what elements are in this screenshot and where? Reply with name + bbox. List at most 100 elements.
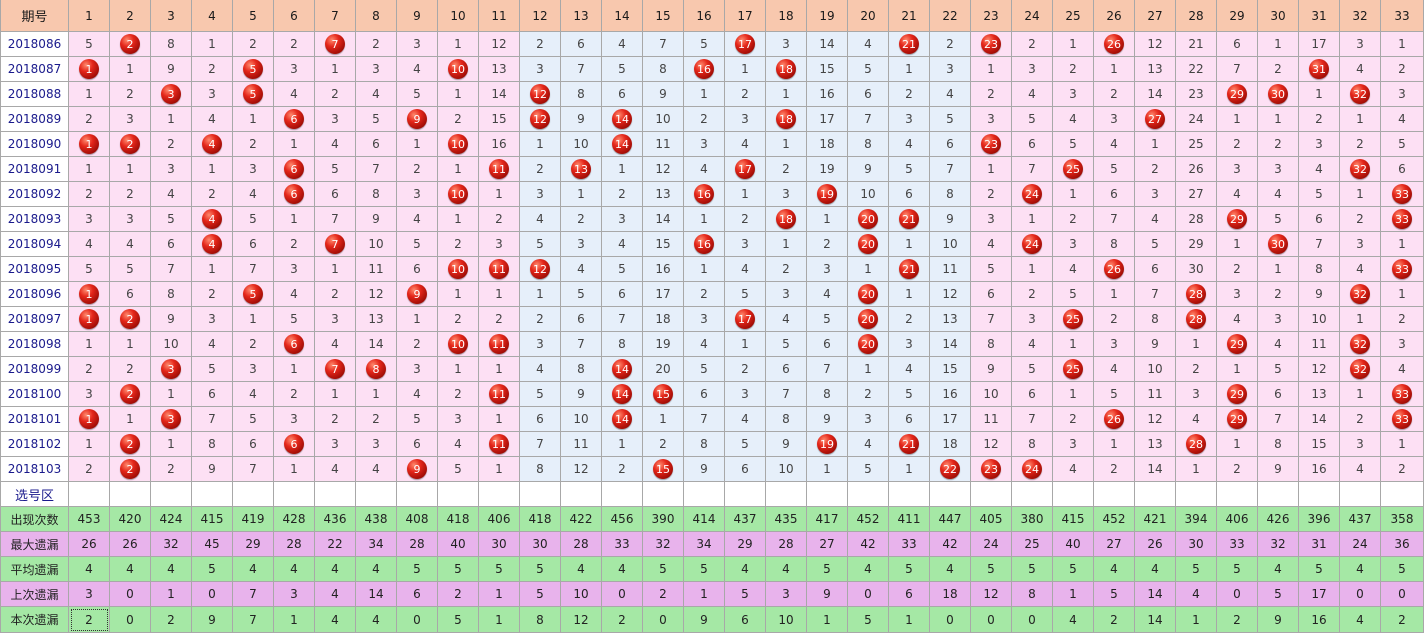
miss-count-cell: 4 xyxy=(192,332,233,357)
drawn-ball-cell: 1 xyxy=(69,282,110,307)
stat-value-cell: 24 xyxy=(1340,532,1381,557)
stat-value-cell: 4 xyxy=(1053,607,1094,633)
select-number-cell-22[interactable] xyxy=(930,482,971,507)
period-cell: 2018094 xyxy=(0,232,69,257)
select-number-cell-31[interactable] xyxy=(1299,482,1340,507)
select-number-cell-33[interactable] xyxy=(1381,482,1424,507)
miss-count-cell: 12 xyxy=(971,432,1012,457)
select-number-cell-28[interactable] xyxy=(1176,482,1217,507)
drawn-ball-cell: 25 xyxy=(1053,357,1094,382)
miss-count-cell: 1 xyxy=(766,82,807,107)
stat-value-cell: 7 xyxy=(233,607,274,633)
miss-count-cell: 2 xyxy=(397,157,438,182)
select-number-cell-18[interactable] xyxy=(766,482,807,507)
miss-count-cell: 3 xyxy=(725,107,766,132)
miss-count-cell: 6 xyxy=(807,332,848,357)
select-number-cell-4[interactable] xyxy=(192,482,233,507)
miss-count-cell: 4 xyxy=(1094,357,1135,382)
select-number-cell-3[interactable] xyxy=(151,482,192,507)
select-number-cell-9[interactable] xyxy=(397,482,438,507)
select-number-cell-8[interactable] xyxy=(356,482,397,507)
miss-count-cell: 1 xyxy=(274,132,315,157)
miss-count-cell: 6 xyxy=(151,232,192,257)
red-ball-icon: 26 xyxy=(1104,409,1124,429)
red-ball-icon: 20 xyxy=(858,284,878,304)
drawn-ball-cell: 17 xyxy=(725,157,766,182)
select-number-cell-26[interactable] xyxy=(1094,482,1135,507)
stat-value-cell: 424 xyxy=(151,507,192,532)
miss-count-cell: 6 xyxy=(1299,207,1340,232)
miss-count-cell: 2 xyxy=(192,282,233,307)
select-number-cell-24[interactable] xyxy=(1012,482,1053,507)
drawn-ball-cell: 24 xyxy=(1012,182,1053,207)
red-ball-icon: 24 xyxy=(1022,459,1042,479)
miss-count-cell: 15 xyxy=(643,232,684,257)
select-number-cell-16[interactable] xyxy=(684,482,725,507)
stat-value-cell: 453 xyxy=(69,507,110,532)
miss-count-cell: 6 xyxy=(684,382,725,407)
red-ball-icon: 29 xyxy=(1227,409,1247,429)
stat-value-cell: 5 xyxy=(1381,557,1424,582)
miss-count-cell: 6 xyxy=(1094,182,1135,207)
select-number-cell-13[interactable] xyxy=(561,482,602,507)
miss-count-cell: 4 xyxy=(356,457,397,482)
select-number-cell-12[interactable] xyxy=(520,482,561,507)
select-number-cell-23[interactable] xyxy=(971,482,1012,507)
select-number-cell-30[interactable] xyxy=(1258,482,1299,507)
header-period-label: 期号 xyxy=(0,0,69,32)
miss-count-cell: 2 xyxy=(233,332,274,357)
drawn-ball-cell: 4 xyxy=(192,132,233,157)
miss-count-cell: 4 xyxy=(233,182,274,207)
select-number-cell-21[interactable] xyxy=(889,482,930,507)
miss-count-cell: 4 xyxy=(1053,107,1094,132)
red-ball-icon: 26 xyxy=(1104,34,1124,54)
red-ball-icon: 12 xyxy=(530,259,550,279)
miss-count-cell: 5 xyxy=(438,457,479,482)
miss-count-cell: 1 xyxy=(1381,432,1424,457)
select-number-cell-2[interactable] xyxy=(110,482,151,507)
miss-count-cell: 12 xyxy=(643,157,684,182)
select-number-cell-10[interactable] xyxy=(438,482,479,507)
select-number-cell-1[interactable] xyxy=(69,482,110,507)
select-number-cell-19[interactable] xyxy=(807,482,848,507)
select-number-cell-29[interactable] xyxy=(1217,482,1258,507)
miss-count-cell: 6 xyxy=(889,182,930,207)
miss-count-cell: 1 xyxy=(315,382,356,407)
select-number-cell-7[interactable] xyxy=(315,482,356,507)
stat-value-cell: 380 xyxy=(1012,507,1053,532)
select-number-cell-5[interactable] xyxy=(233,482,274,507)
select-number-cell-6[interactable] xyxy=(274,482,315,507)
miss-count-cell: 2 xyxy=(479,207,520,232)
miss-count-cell: 9 xyxy=(1135,332,1176,357)
select-number-cell-14[interactable] xyxy=(602,482,643,507)
miss-count-cell: 1 xyxy=(1053,182,1094,207)
stat-value-cell: 435 xyxy=(766,507,807,532)
select-number-cell-15[interactable] xyxy=(643,482,684,507)
select-number-cell-32[interactable] xyxy=(1340,482,1381,507)
miss-count-cell: 9 xyxy=(561,107,602,132)
drawn-ball-cell: 10 xyxy=(438,257,479,282)
red-ball-icon: 32 xyxy=(1350,159,1370,179)
miss-count-cell: 1 xyxy=(1217,357,1258,382)
miss-count-cell: 2 xyxy=(1094,82,1135,107)
select-number-cell-25[interactable] xyxy=(1053,482,1094,507)
miss-count-cell: 1 xyxy=(1217,432,1258,457)
miss-count-cell: 1 xyxy=(889,282,930,307)
miss-count-cell: 1 xyxy=(1217,232,1258,257)
miss-count-cell: 6 xyxy=(930,132,971,157)
stat-value-cell: 12 xyxy=(971,582,1012,607)
stat-value-cell: 456 xyxy=(602,507,643,532)
red-ball-icon: 2 xyxy=(120,309,140,329)
miss-count-cell: 4 xyxy=(602,32,643,57)
drawn-ball-cell: 20 xyxy=(848,207,889,232)
header-number-3: 3 xyxy=(151,0,192,32)
miss-count-cell: 8 xyxy=(561,357,602,382)
stat-value-cell: 418 xyxy=(438,507,479,532)
miss-count-cell: 15 xyxy=(479,107,520,132)
select-number-cell-11[interactable] xyxy=(479,482,520,507)
miss-count-cell: 4 xyxy=(1053,457,1094,482)
select-number-cell-20[interactable] xyxy=(848,482,889,507)
red-ball-icon: 4 xyxy=(202,234,222,254)
select-number-cell-17[interactable] xyxy=(725,482,766,507)
select-number-cell-27[interactable] xyxy=(1135,482,1176,507)
